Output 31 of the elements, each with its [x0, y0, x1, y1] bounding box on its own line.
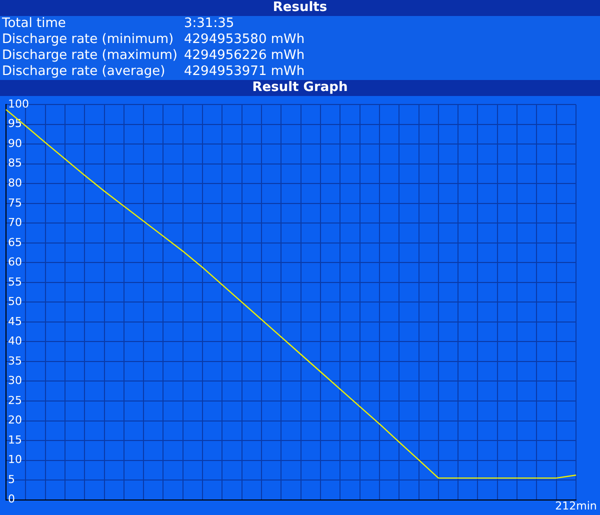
text: Discharge rate (maximum): [2, 48, 178, 64]
y-tick-label: 100: [8, 97, 29, 110]
y-tick-label: 35: [8, 354, 22, 368]
text: Discharge rate (minimum): [2, 32, 175, 48]
y-tick-label: 85: [8, 156, 22, 170]
y-tick-label: 40: [8, 334, 22, 348]
y-tick-label: 70: [8, 216, 22, 230]
x-tick-label: 212min: [555, 499, 597, 512]
y-tick-label: 95: [8, 117, 22, 130]
y-tick-label: 55: [8, 275, 22, 288]
y-tick-label: 25: [8, 394, 22, 407]
text: 4294956226 mWh: [184, 48, 305, 64]
y-tick-label: 10: [8, 453, 22, 466]
y-tick-label: 5: [8, 472, 15, 486]
text: 4294953580 mWh: [184, 32, 305, 48]
text: Discharge rate (average): [2, 64, 166, 80]
y-tick-label: 75: [8, 196, 22, 210]
chart-title: Result Graph: [0, 80, 600, 96]
y-tick-label: 60: [8, 256, 22, 269]
y-tick-label: 20: [8, 414, 22, 427]
text: Total time: [2, 16, 67, 32]
y-tick-label: 90: [8, 136, 22, 150]
y-tick-label: 80: [8, 176, 22, 190]
y-tick-label: 15: [8, 433, 22, 446]
text: 4294953971 mWh: [184, 64, 305, 80]
text: 3:31:35: [184, 16, 234, 32]
y-tick-label: 30: [8, 374, 22, 388]
y-tick-label: 45: [8, 314, 22, 328]
y-tick-label: 50: [8, 295, 22, 308]
y-tick-label: 65: [8, 236, 22, 249]
text: Results: [0, 0, 600, 16]
